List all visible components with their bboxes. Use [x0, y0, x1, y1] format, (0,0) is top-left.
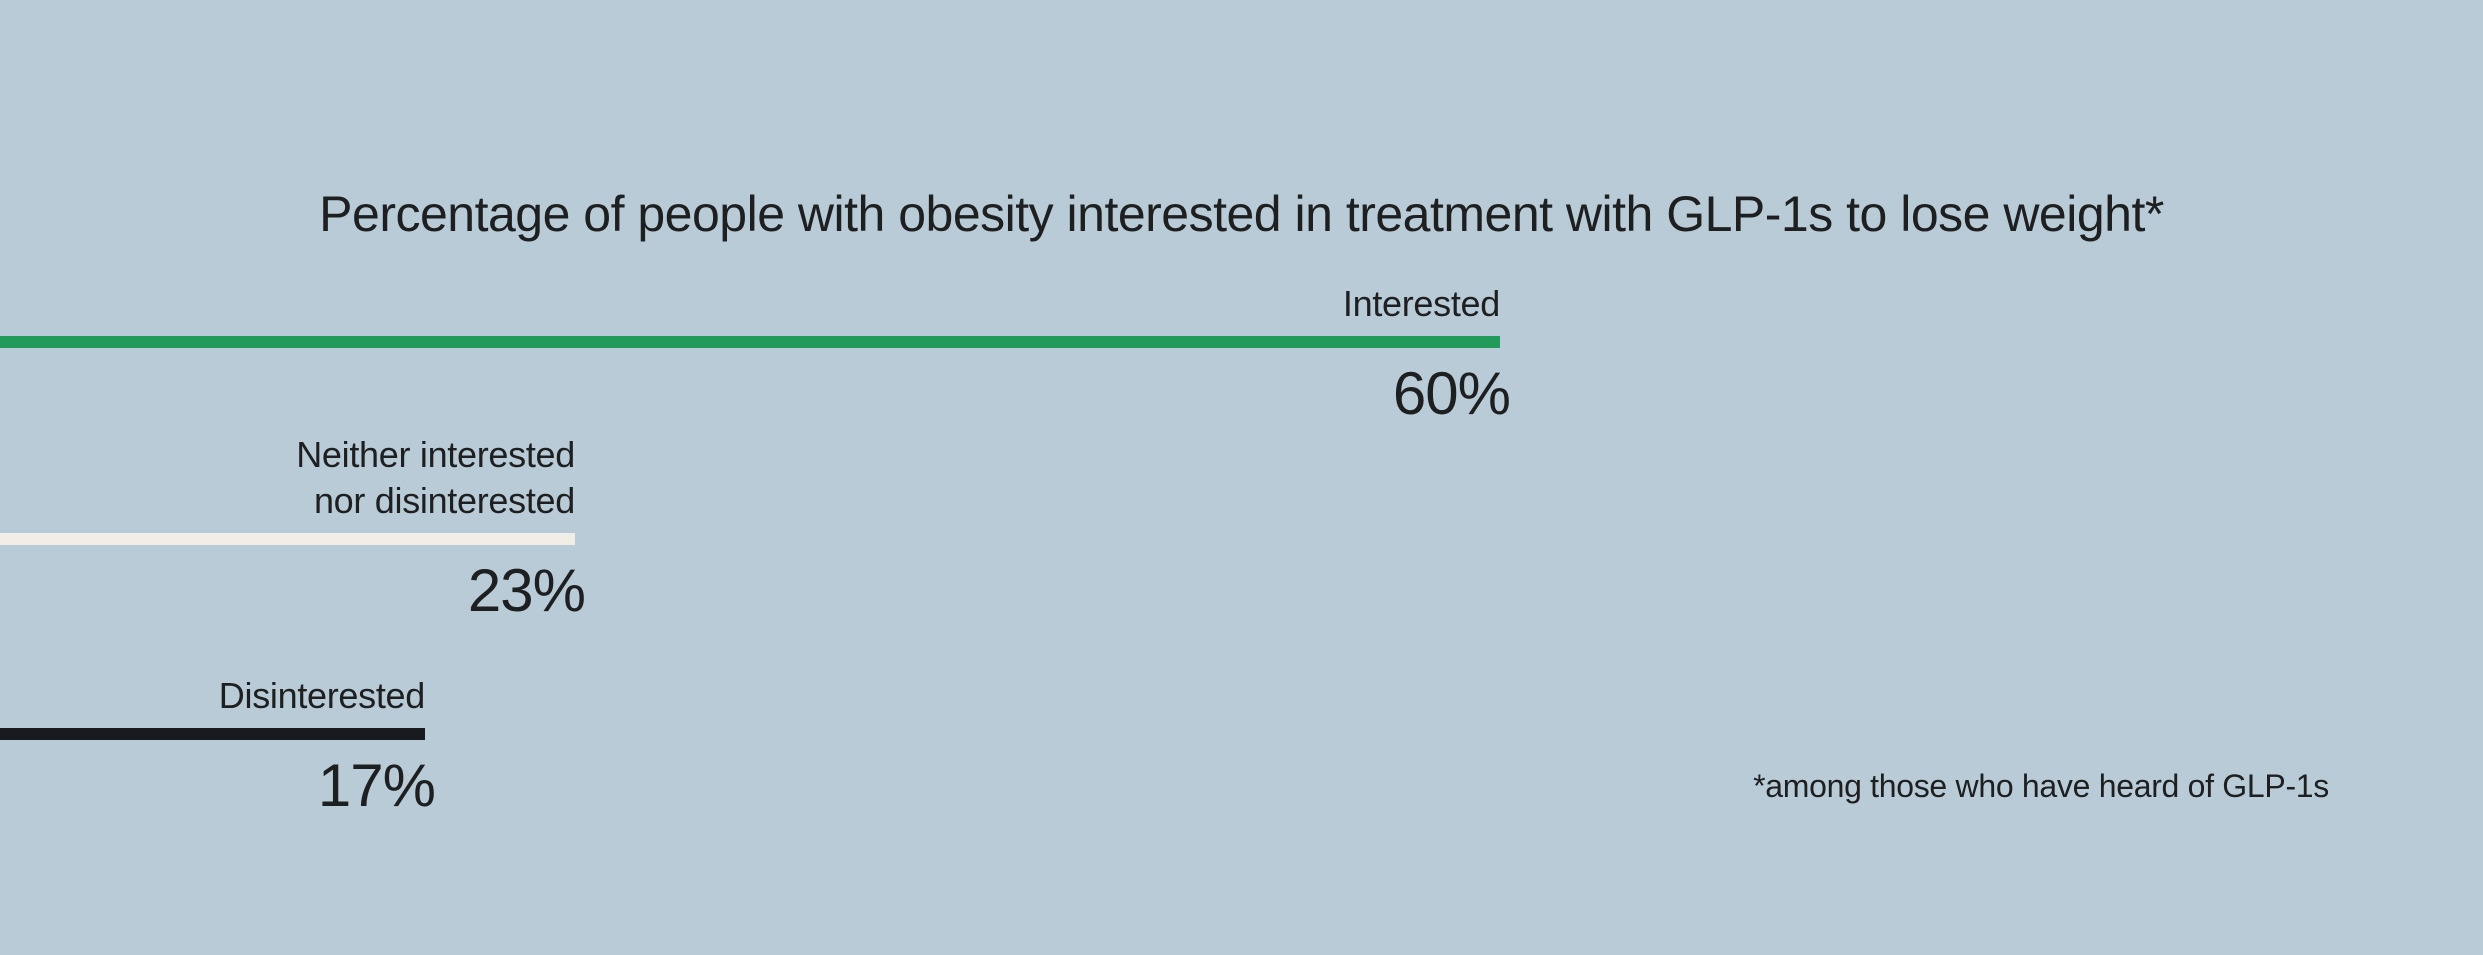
- bar-group-disinterested: Disinterested 17%: [0, 675, 436, 819]
- bar-label-line: Interested: [1342, 283, 1500, 324]
- bar-label-line: nor disinterested: [313, 480, 575, 521]
- bar-label-line: Neither interested: [296, 434, 575, 475]
- chart-footnote: *among those who have heard of GLP-1s: [1753, 768, 2329, 804]
- bar-disinterested: [0, 728, 425, 740]
- bar-interested: [0, 336, 1500, 348]
- bar-group-neither-interested-nor-disinterested: Neither interested nor disinterested 23%: [0, 434, 586, 624]
- bar-value-disinterested: 17%: [317, 752, 436, 819]
- bar-group-interested: Interested 60%: [0, 283, 1511, 427]
- bar-label-line: Disinterested: [218, 675, 426, 716]
- bar-neither-interested-nor-disinterested: [0, 533, 575, 545]
- bar-value-interested: 60%: [1392, 360, 1511, 427]
- bar-value-neither-interested-nor-disinterested: 23%: [467, 557, 586, 624]
- bar-label-disinterested: Disinterested: [0, 673, 426, 719]
- chart-title: Percentage of people with obesity intere…: [319, 185, 2164, 242]
- bar-label-neither-interested-nor-disinterested: Neither interested nor disinterested: [0, 432, 575, 524]
- bar-label-interested: Interested: [0, 281, 1500, 327]
